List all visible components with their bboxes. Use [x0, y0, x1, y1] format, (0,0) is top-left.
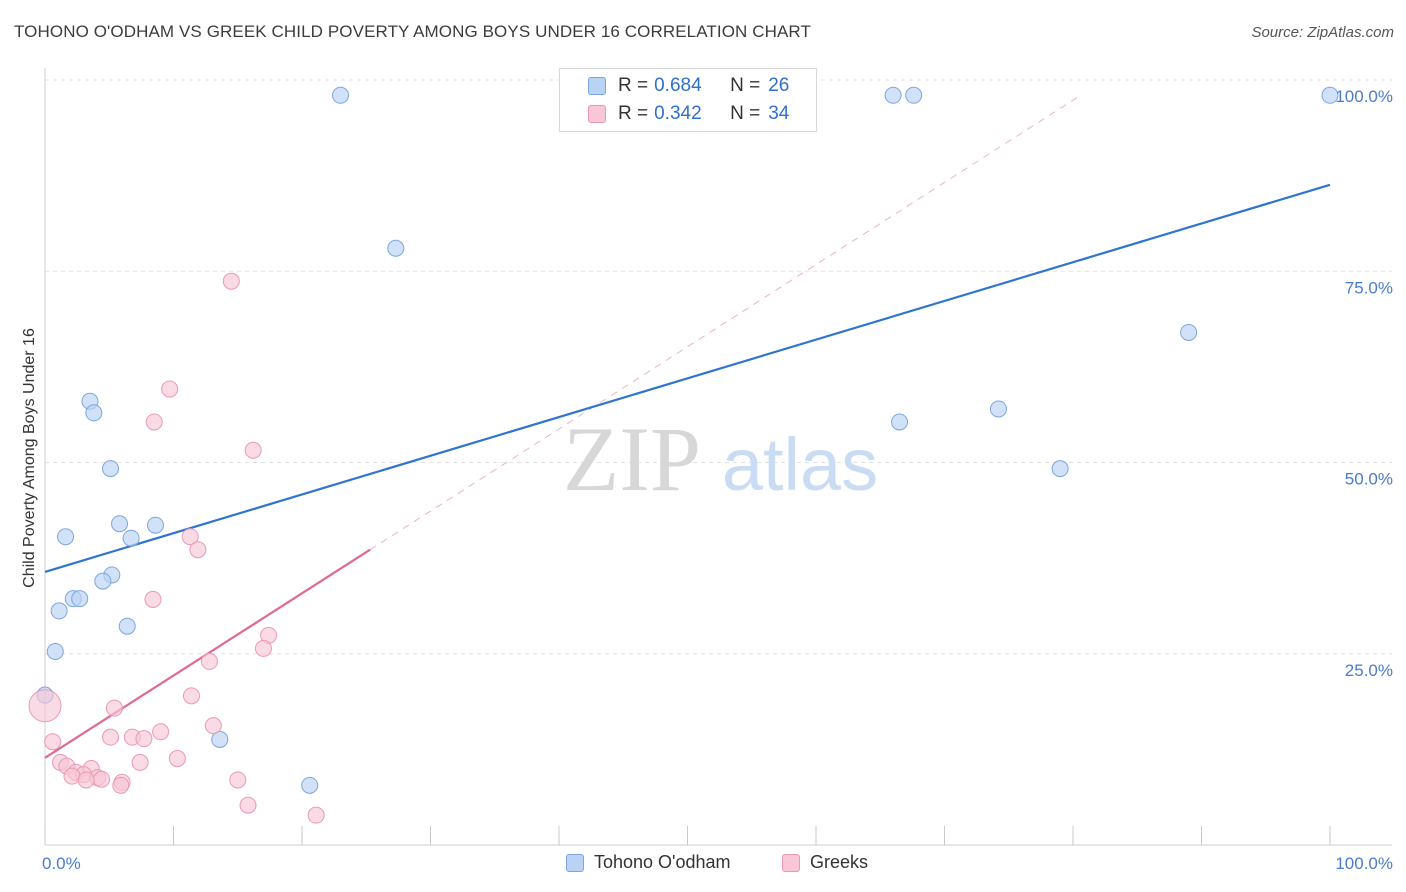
y-tick-label: 100.0%	[1335, 87, 1393, 106]
greeks-point	[145, 413, 163, 431]
greeks-point	[239, 796, 257, 814]
tohono-point	[905, 86, 923, 104]
greeks-point	[244, 441, 262, 459]
blue-swatch-icon	[588, 77, 606, 95]
greeks-trend-extension	[369, 94, 1081, 551]
tohono-point	[1180, 323, 1198, 341]
watermark-atlas: atlas	[722, 423, 878, 506]
pink-swatch-icon	[782, 853, 800, 872]
tohono-point	[122, 529, 140, 547]
greeks-point	[63, 767, 81, 785]
tohono-point	[891, 413, 909, 431]
legend-n-value: 26	[768, 75, 790, 96]
legend-r-value: 0.684	[654, 75, 702, 96]
legend-series-label: Greeks	[810, 852, 869, 872]
greeks-point	[28, 689, 62, 723]
y-tick-label: 50.0%	[1345, 470, 1393, 489]
legend-n-label: N =	[730, 103, 761, 124]
tohono-point	[50, 602, 68, 620]
chart-title: TOHONO O'ODHAM VS GREEK CHILD POVERTY AM…	[14, 22, 811, 41]
greeks-point	[182, 687, 200, 705]
tohono-point	[46, 642, 64, 660]
blue-swatch-icon	[566, 853, 584, 872]
greeks-point	[189, 541, 207, 559]
zipatlas-watermark: ZIP atlas	[563, 408, 878, 510]
tick-labels: 25.0% 50.0% 75.0% 100.0% 0.0% 100.0%	[42, 87, 1393, 873]
greeks-point	[131, 753, 149, 771]
tohono-point	[118, 617, 136, 635]
source-credit: Source: ZipAtlas.com	[1251, 24, 1394, 41]
legend-n-value: 34	[768, 103, 790, 124]
greeks-point	[152, 723, 170, 741]
correlation-legend: R = 0.684 N = 26 R = 0.342 N = 34	[559, 68, 817, 132]
legend-series-label: Tohono O'odham	[594, 852, 731, 872]
y-tick-label: 75.0%	[1345, 278, 1393, 297]
series-legend: Tohono O'odham Greeks	[0, 852, 1406, 876]
greeks-point	[307, 806, 325, 824]
legend-row-tohono: R = 0.684 N = 26	[560, 73, 789, 99]
tohono-trend-line	[44, 183, 1331, 573]
greeks-point	[229, 771, 247, 789]
gridlines	[45, 79, 1392, 655]
tohono-point	[57, 528, 75, 546]
greeks-point	[44, 733, 62, 751]
legend-r-label: R =	[618, 103, 649, 124]
greeks-point	[135, 730, 153, 748]
watermark-zip: ZIP	[563, 408, 701, 510]
y-tick-label: 25.0%	[1345, 661, 1393, 680]
greeks-point	[254, 639, 272, 657]
greeks-point	[181, 528, 199, 546]
legend-n-label: N =	[730, 75, 761, 96]
greeks-point	[161, 380, 179, 398]
greeks-point	[77, 771, 95, 789]
greeks-point	[112, 776, 130, 794]
greeks-point	[204, 717, 222, 735]
legend-r-label: R =	[618, 75, 649, 96]
tohono-point	[147, 516, 165, 534]
pink-swatch-icon	[588, 105, 606, 123]
greeks-point	[93, 770, 111, 788]
greeks-point	[168, 750, 186, 768]
greeks-point	[102, 728, 120, 746]
tohono-point	[387, 239, 405, 257]
data-points	[28, 86, 1339, 824]
x-tick-label: 100.0%	[1335, 854, 1393, 873]
legend-item-greeks: Greeks	[782, 852, 868, 873]
tohono-point	[1051, 460, 1069, 478]
greeks-point	[144, 590, 162, 608]
x-tick-label: 0.0%	[42, 854, 81, 873]
greeks-point	[105, 699, 123, 717]
tohono-point	[111, 515, 129, 533]
tohono-point	[85, 404, 103, 422]
tohono-point	[94, 572, 112, 590]
legend-item-tohono: Tohono O'odham	[566, 852, 731, 873]
tohono-point	[102, 460, 120, 478]
tohono-point	[211, 730, 229, 748]
greeks-point	[200, 652, 218, 670]
tohono-point	[989, 400, 1007, 418]
legend-row-greeks: R = 0.342 N = 34	[560, 101, 789, 127]
greeks-point	[222, 272, 240, 290]
tohono-point	[71, 590, 89, 608]
tohono-point	[1321, 86, 1339, 104]
axes	[44, 68, 1392, 846]
tohono-point	[301, 776, 319, 794]
tohono-point	[332, 86, 350, 104]
tohono-point	[884, 86, 902, 104]
legend-r-value: 0.342	[654, 103, 702, 124]
